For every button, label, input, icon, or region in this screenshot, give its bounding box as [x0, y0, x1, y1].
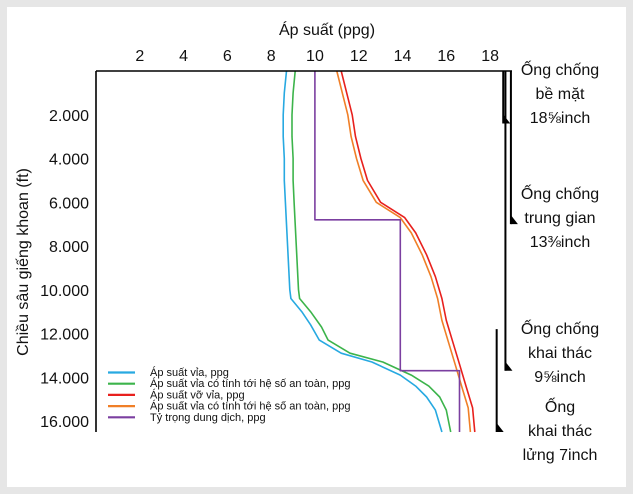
- x-tick-label: 6: [223, 48, 232, 65]
- casing-label-2: Ống chống: [521, 183, 599, 203]
- x-tick-label: 4: [179, 48, 188, 65]
- casing-label-3: Ống chống: [521, 318, 599, 338]
- x-tick-label: 14: [394, 48, 412, 65]
- casing-label-4: khai thác: [528, 423, 592, 440]
- x-axis-title: Áp suất (ppg): [279, 20, 375, 39]
- x-tick-label: 16: [437, 48, 455, 65]
- casing-shoe-1: [503, 114, 511, 124]
- casing-label-1: 18⅝inch: [530, 110, 591, 127]
- x-tick-label: 18: [481, 48, 499, 65]
- series-line-1: [282, 70, 443, 433]
- series-line-5: [314, 71, 461, 432]
- casing-markers: Ống chống bề mặt 18⅝inch Ống chống trung gia…: [495, 59, 599, 464]
- x-tick-labels: 2 4 6 8 10 12 14 16 18: [135, 48, 499, 65]
- casing-label-3: 9⅝inch: [534, 369, 586, 386]
- legend-label-4: Áp suất vỉa có tính tới hệ số an toàn, p…: [150, 400, 350, 413]
- x-tick-label: 12: [350, 48, 368, 65]
- x-tick-label: 10: [306, 48, 324, 65]
- x-tick-label: 8: [267, 48, 276, 65]
- legend-label-1: Áp suất vỉa, ppg: [150, 366, 229, 379]
- casing-shoe-3: [505, 361, 513, 371]
- y-tick-label: 6.000: [49, 195, 89, 212]
- y-tick-label: 16.000: [40, 414, 89, 431]
- casing-label-2: 13⅜inch: [530, 234, 591, 251]
- casing-label-3: khai thác: [528, 345, 592, 362]
- casing-label-1: bề mặt: [536, 86, 585, 103]
- casing-label-4: lửng 7inch: [523, 447, 598, 464]
- casing-shoe-2: [510, 215, 518, 225]
- y-axis-title: Chiều sâu giếng khoan (ft): [15, 168, 32, 356]
- y-tick-label: 8.000: [49, 239, 89, 256]
- pressure-depth-chart: Áp suất (ppg) Chiều sâu giếng khoan (ft)…: [15, 20, 599, 464]
- legend-label-3: Áp suất vỡ vỉa, ppg: [150, 388, 245, 401]
- series-line-4: [336, 70, 472, 433]
- casing-shoe-4: [496, 423, 504, 432]
- series-line-2: [291, 70, 452, 433]
- series-line-3: [340, 70, 476, 433]
- y-tick-label: 10.000: [40, 283, 89, 300]
- axes: [95, 70, 512, 432]
- casing-label-4: Ống: [545, 396, 575, 416]
- legend-label-2: Áp suất vỉa có tính tới hệ số an toàn, p…: [150, 377, 350, 390]
- y-tick-label: 4.000: [49, 152, 89, 169]
- y-tick-label: 2.000: [49, 108, 89, 125]
- y-tick-labels: 2.000 4.000 6.000 8.000 10.000 12.000 14.000 16…: [40, 108, 89, 431]
- casing-label-2: trung gian: [524, 210, 595, 227]
- series-lines: [282, 70, 476, 433]
- y-tick-label: 12.000: [40, 327, 89, 344]
- x-tick-label: 2: [135, 48, 144, 65]
- casing-label-1: Ống chống: [521, 59, 599, 79]
- chart-frame: Áp suất (ppg) Chiều sâu giếng khoan (ft)…: [7, 7, 626, 487]
- y-tick-label: 14.000: [40, 370, 89, 387]
- legend-label-5: Tỷ trọng dung dịch, ppg: [150, 412, 266, 424]
